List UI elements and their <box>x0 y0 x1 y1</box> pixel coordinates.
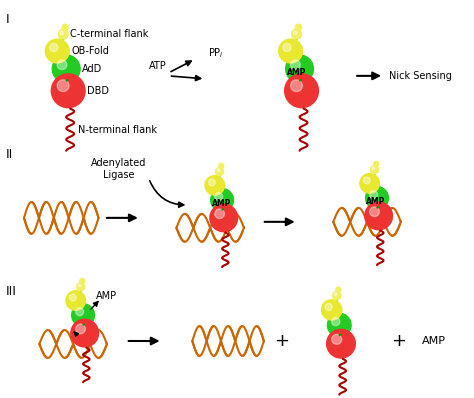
Circle shape <box>215 193 223 201</box>
Text: AMP: AMP <box>96 291 117 301</box>
Circle shape <box>80 279 85 283</box>
Text: PP$_i$: PP$_i$ <box>208 46 224 60</box>
Circle shape <box>66 291 85 310</box>
Circle shape <box>360 174 380 193</box>
Text: II: II <box>6 148 13 161</box>
Circle shape <box>78 284 81 287</box>
Circle shape <box>58 29 68 39</box>
Circle shape <box>216 168 224 176</box>
Circle shape <box>217 169 220 172</box>
Text: +: + <box>274 332 289 350</box>
Circle shape <box>52 55 80 83</box>
Circle shape <box>296 24 301 30</box>
Circle shape <box>325 303 332 310</box>
Circle shape <box>76 308 83 316</box>
Text: AMP: AMP <box>287 68 306 77</box>
Circle shape <box>210 204 237 232</box>
Circle shape <box>57 60 67 70</box>
Circle shape <box>334 293 337 296</box>
Circle shape <box>372 167 375 170</box>
Text: DBD: DBD <box>87 86 109 96</box>
Circle shape <box>332 318 340 326</box>
Circle shape <box>211 189 234 211</box>
Circle shape <box>283 43 291 52</box>
Circle shape <box>327 329 356 358</box>
Circle shape <box>69 294 76 301</box>
Circle shape <box>71 319 99 347</box>
Circle shape <box>374 161 379 166</box>
Text: Adenylated
Ligase: Adenylated Ligase <box>91 158 146 180</box>
Circle shape <box>365 187 388 209</box>
Circle shape <box>62 24 68 30</box>
Circle shape <box>292 29 301 39</box>
Circle shape <box>77 283 85 291</box>
Circle shape <box>291 80 302 92</box>
Circle shape <box>72 304 94 327</box>
Text: I: I <box>6 13 9 26</box>
Circle shape <box>215 209 224 219</box>
Circle shape <box>328 313 351 337</box>
Text: AdD: AdD <box>82 64 102 74</box>
Circle shape <box>293 31 297 34</box>
Circle shape <box>46 39 69 63</box>
Circle shape <box>365 202 392 230</box>
Text: AMP: AMP <box>211 199 231 208</box>
Text: III: III <box>6 285 17 298</box>
Text: AMP: AMP <box>421 336 446 346</box>
Circle shape <box>49 43 58 52</box>
Text: AMP: AMP <box>366 197 386 206</box>
Circle shape <box>209 179 215 186</box>
Circle shape <box>51 74 85 107</box>
Text: ATP: ATP <box>149 61 166 71</box>
Circle shape <box>336 287 341 292</box>
Circle shape <box>286 55 313 83</box>
Circle shape <box>205 176 225 195</box>
Circle shape <box>76 324 85 334</box>
Circle shape <box>57 80 69 92</box>
Circle shape <box>285 74 319 107</box>
Circle shape <box>332 334 342 344</box>
Circle shape <box>364 177 370 184</box>
Circle shape <box>370 207 379 217</box>
Circle shape <box>60 31 64 34</box>
Circle shape <box>291 60 300 70</box>
Text: +: + <box>392 332 406 350</box>
Circle shape <box>370 191 378 199</box>
Circle shape <box>333 291 341 300</box>
Text: OB-Fold: OB-Fold <box>71 46 109 56</box>
Circle shape <box>321 300 342 320</box>
Text: C-terminal flank: C-terminal flank <box>70 29 148 39</box>
Circle shape <box>371 166 379 174</box>
Circle shape <box>219 163 224 168</box>
Text: Nick Sensing: Nick Sensing <box>389 71 452 81</box>
Circle shape <box>279 39 302 63</box>
Text: N-terminal flank: N-terminal flank <box>78 125 157 135</box>
